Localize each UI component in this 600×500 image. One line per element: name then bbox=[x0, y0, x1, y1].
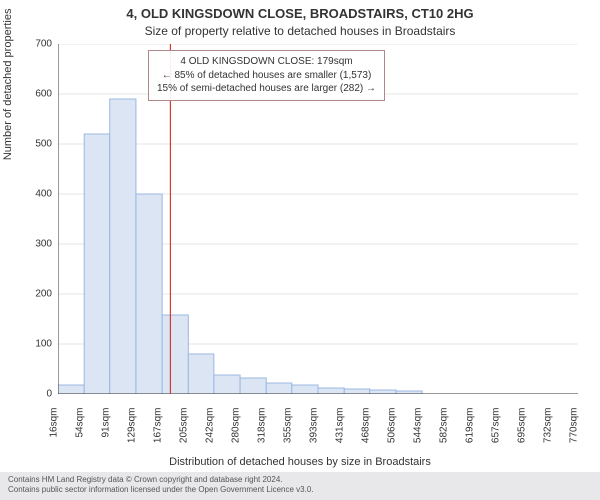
x-axis-label: Distribution of detached houses by size … bbox=[169, 456, 431, 468]
y-tick: 400 bbox=[22, 189, 52, 200]
footer-line-2: Contains public sector information licen… bbox=[8, 485, 592, 495]
y-tick: 700 bbox=[22, 39, 52, 50]
y-tick: 100 bbox=[22, 339, 52, 350]
y-tick: 0 bbox=[22, 389, 52, 400]
reference-info-box: 4 OLD KINGSDOWN CLOSE: 179sqm← 85% of de… bbox=[148, 50, 385, 101]
attribution-footer: Contains HM Land Registry data © Crown c… bbox=[0, 472, 600, 500]
y-tick: 600 bbox=[22, 89, 52, 100]
y-tick: 500 bbox=[22, 139, 52, 150]
chart-container: 4, OLD KINGSDOWN CLOSE, BROADSTAIRS, CT1… bbox=[0, 0, 600, 500]
y-axis-label: Number of detached properties bbox=[2, 9, 14, 161]
footer-line-1: Contains HM Land Registry data © Crown c… bbox=[8, 475, 592, 485]
info-box-line: 15% of semi-detached houses are larger (… bbox=[157, 82, 376, 96]
y-tick: 200 bbox=[22, 289, 52, 300]
info-box-line: 4 OLD KINGSDOWN CLOSE: 179sqm bbox=[157, 55, 376, 69]
chart-title-address: 4, OLD KINGSDOWN CLOSE, BROADSTAIRS, CT1… bbox=[126, 6, 473, 21]
chart-subtitle: Size of property relative to detached ho… bbox=[145, 24, 456, 38]
plot-area: 4 OLD KINGSDOWN CLOSE: 179sqm← 85% of de… bbox=[58, 44, 578, 394]
info-box-line: ← 85% of detached houses are smaller (1,… bbox=[157, 69, 376, 83]
y-tick: 300 bbox=[22, 239, 52, 250]
